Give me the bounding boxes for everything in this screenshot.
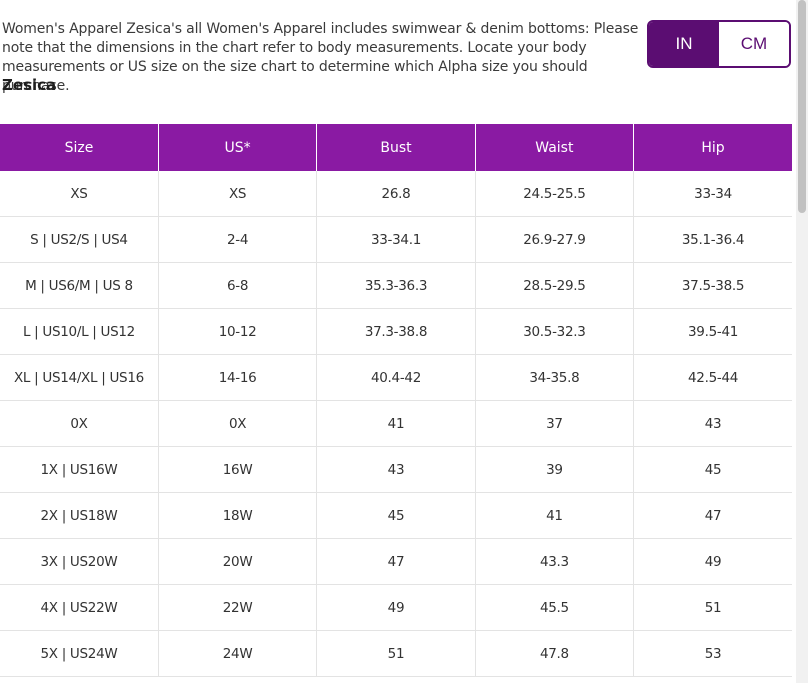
- cell-waist: 34-35.8: [475, 354, 635, 401]
- table-row: 4X | US22W 22W 49 45.5 51: [0, 584, 792, 631]
- cell-size: L | US10/L | US12: [0, 308, 159, 355]
- cell-hip: 33-34: [633, 171, 792, 217]
- cell-waist: 26.9-27.9: [475, 216, 635, 263]
- cell-bust: 49: [316, 584, 476, 631]
- cell-waist: 45.5: [475, 584, 635, 631]
- cell-bust: 37.3-38.8: [316, 308, 476, 355]
- cell-size: M | US6/M | US 8: [0, 262, 159, 309]
- cell-waist: 30.5-32.3: [475, 308, 635, 355]
- cell-waist: 28.5-29.5: [475, 262, 635, 309]
- cell-us: 2-4: [158, 216, 318, 263]
- header-waist: Waist: [475, 124, 635, 171]
- cell-size: XS: [0, 171, 159, 217]
- cell-waist: 37: [475, 400, 635, 447]
- cell-bust: 45: [316, 492, 476, 539]
- cell-us: 14-16: [158, 354, 318, 401]
- cell-hip: 47: [633, 492, 792, 539]
- cell-hip: 35.1-36.4: [633, 216, 792, 263]
- cell-hip: 37.5-38.5: [633, 262, 792, 309]
- cell-hip: 42.5-44: [633, 354, 792, 401]
- cell-size: 2X | US18W: [0, 492, 159, 539]
- cell-hip: 53: [633, 630, 792, 677]
- cell-size: 3X | US20W: [0, 538, 159, 585]
- cell-bust: 43: [316, 446, 476, 493]
- cell-bust: 26.8: [316, 171, 476, 217]
- cell-hip: 43: [633, 400, 792, 447]
- cell-bust: 35.3-36.3: [316, 262, 476, 309]
- cell-size: 4X | US22W: [0, 584, 159, 631]
- cell-bust: 47: [316, 538, 476, 585]
- brand-title: Zesica: [2, 76, 57, 94]
- cell-size: S | US2/S | US4: [0, 216, 159, 263]
- cell-us: 24W: [158, 630, 318, 677]
- cell-us: 6-8: [158, 262, 318, 309]
- cell-hip: 51: [633, 584, 792, 631]
- cell-us: 10-12: [158, 308, 318, 355]
- table-row: XL | US14/XL | US16 14-16 40.4-42 34-35.…: [0, 354, 792, 401]
- cell-waist: 47.8: [475, 630, 635, 677]
- table-row: M | US6/M | US 8 6-8 35.3-36.3 28.5-29.5…: [0, 262, 792, 309]
- unit-toggle: IN CM: [647, 20, 791, 68]
- table-row: 1X | US16W 16W 43 39 45: [0, 446, 792, 493]
- cell-hip: 39.5-41: [633, 308, 792, 355]
- cell-waist: 41: [475, 492, 635, 539]
- cell-bust: 41: [316, 400, 476, 447]
- cell-us: XS: [158, 171, 318, 217]
- cell-size: XL | US14/XL | US16: [0, 354, 159, 401]
- table-row: 5X | US24W 24W 51 47.8 53: [0, 630, 792, 677]
- cell-hip: 45: [633, 446, 792, 493]
- cell-bust: 40.4-42: [316, 354, 476, 401]
- cell-hip: 49: [633, 538, 792, 585]
- cell-us: 0X: [158, 400, 318, 447]
- cell-size: 0X: [0, 400, 159, 447]
- cell-us: 20W: [158, 538, 318, 585]
- cell-waist: 43.3: [475, 538, 635, 585]
- cell-us: 18W: [158, 492, 318, 539]
- intro-text: Women's Apparel Zesica's all Women's App…: [2, 21, 639, 94]
- table-row: S | US2/S | US4 2-4 33-34.1 26.9-27.9 35…: [0, 216, 792, 263]
- header-size: Size: [0, 124, 159, 171]
- table-row: 3X | US20W 20W 47 43.3 49: [0, 538, 792, 585]
- table-row: 0X 0X 41 37 43: [0, 400, 792, 447]
- header-bust: Bust: [316, 124, 476, 171]
- table-header-row: Size US* Bust Waist Hip: [0, 124, 792, 171]
- unit-in-button[interactable]: IN: [649, 22, 719, 66]
- cell-waist: 39: [475, 446, 635, 493]
- table-row: 2X | US18W 18W 45 41 47: [0, 492, 792, 539]
- cell-us: 22W: [158, 584, 318, 631]
- table-row: XS XS 26.8 24.5-25.5 33-34: [0, 171, 792, 217]
- size-chart-table: Size US* Bust Waist Hip XS XS 26.8 24.5-…: [0, 124, 792, 677]
- cell-bust: 51: [316, 630, 476, 677]
- header-hip: Hip: [633, 124, 792, 171]
- cell-us: 16W: [158, 446, 318, 493]
- unit-cm-button[interactable]: CM: [719, 22, 789, 66]
- scrollbar-thumb[interactable]: [798, 0, 806, 213]
- table-row: L | US10/L | US12 10-12 37.3-38.8 30.5-3…: [0, 308, 792, 355]
- cell-size: 1X | US16W: [0, 446, 159, 493]
- cell-size: 5X | US24W: [0, 630, 159, 677]
- cell-bust: 33-34.1: [316, 216, 476, 263]
- header-us: US*: [158, 124, 318, 171]
- cell-waist: 24.5-25.5: [475, 171, 635, 217]
